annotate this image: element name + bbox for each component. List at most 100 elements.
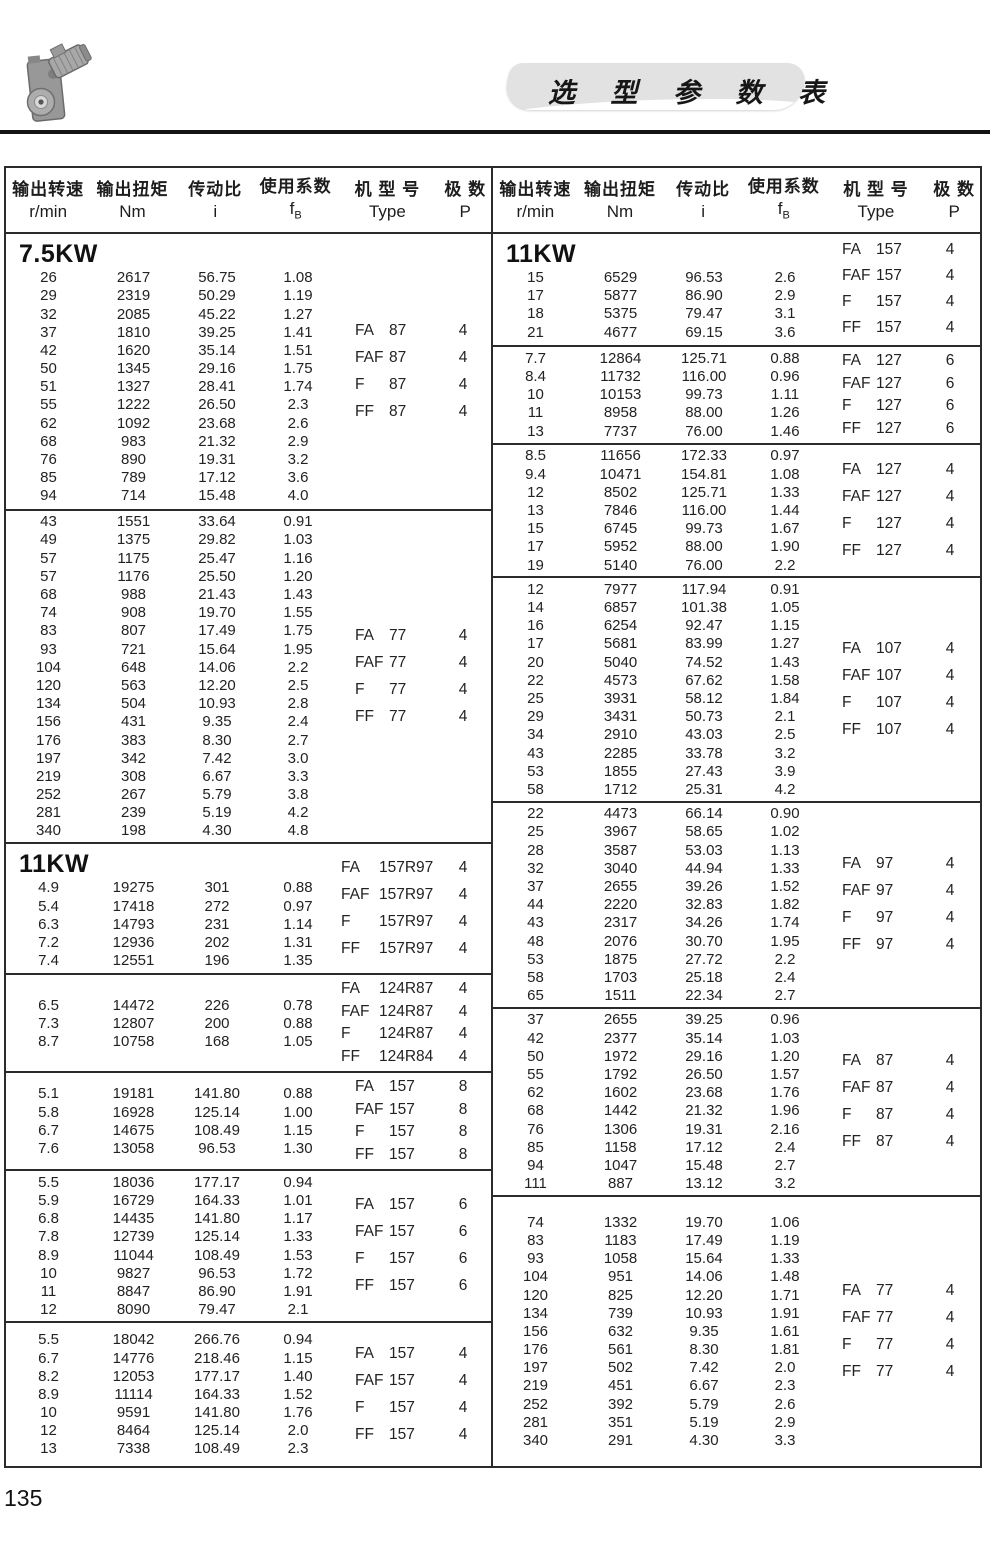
torque-value: 10471 — [599, 465, 642, 483]
ratio-value: 231 — [204, 915, 230, 933]
table-row: 281 351 5.19 2.9 — [493, 1413, 980, 1431]
factor-value: 0.90 — [770, 805, 800, 823]
torque-value: 3587 — [603, 841, 638, 859]
type-label: FAF 97 — [828, 882, 924, 900]
table-row: 58 1703 25.18 2.4 — [493, 968, 980, 986]
type-entry: FAF 77 4 — [341, 649, 487, 676]
factor-value: 1.31 — [283, 933, 313, 951]
torque-value: 5877 — [603, 287, 638, 305]
table-right-half: 输出转速 r/min 输出扭矩 Nm 传动比 i 使用系数 fB 机 型 号 — [493, 168, 980, 1466]
type-size: 157 — [389, 1371, 415, 1389]
factor-value: 3.6 — [287, 469, 309, 487]
speed-value: 5.9 — [38, 1192, 59, 1210]
type-label: FAF 87 — [341, 349, 437, 367]
factor-value: 2.3 — [774, 1377, 796, 1395]
type-prefix: FAF — [842, 882, 871, 900]
speed-value: 11 — [40, 1282, 57, 1300]
table-row: 15 6745 99.73 1.67 — [493, 520, 980, 538]
torque-value: 14435 — [112, 1210, 155, 1228]
speed-value: 94 — [527, 1156, 544, 1174]
speed-value: 7.4 — [38, 952, 59, 970]
speed-value: 252 — [522, 1395, 549, 1413]
speed-value: 7.6 — [38, 1139, 59, 1157]
factor-value: 1.76 — [770, 1084, 800, 1102]
factor-value: 0.88 — [283, 879, 313, 897]
speed-value: 7.2 — [38, 933, 59, 951]
torque-value: 14472 — [112, 996, 155, 1014]
torque-value: 807 — [120, 622, 147, 640]
torque-value: 5140 — [603, 556, 638, 574]
factor-value: 0.88 — [283, 1014, 313, 1032]
poles-value: 4 — [945, 1335, 955, 1353]
type-size: 87 — [389, 402, 407, 420]
poles-value: 4 — [945, 936, 955, 954]
speed-value: 104 — [35, 658, 62, 676]
table-row: 7.3 12807 200 0.88 — [6, 1014, 491, 1032]
type-entry: FA 87 4 — [828, 1048, 976, 1075]
factor-value: 3.9 — [774, 762, 796, 780]
type-size: 157 — [389, 1196, 415, 1214]
speed-value: 104 — [522, 1268, 549, 1286]
poles-value: 4 — [945, 293, 955, 311]
factor-value: 1.74 — [283, 378, 313, 396]
type-prefix: FA — [355, 626, 374, 644]
speed-value: 6.8 — [38, 1210, 59, 1228]
torque-value: 342 — [120, 749, 147, 767]
speed-value: 8.2 — [38, 1367, 59, 1385]
type-size: 127 — [876, 352, 902, 370]
table-row: 32 2085 45.22 1.27 — [6, 305, 491, 323]
type-group: FA 157 4 FAF 157 4 F 157 4 FF 157 4 — [341, 1326, 487, 1463]
speed-value: 7.7 — [525, 349, 546, 367]
type-group: FA 157 8 FAF 157 8 F 157 8 FF 157 8 — [341, 1076, 487, 1166]
table-row: 62 1092 23.68 2.6 — [6, 414, 491, 432]
torque-value: 7977 — [603, 580, 638, 598]
type-prefix: FA — [842, 241, 861, 259]
table-row: 340 198 4.30 4.8 — [6, 822, 491, 840]
header-speed: 输出转速 r/min — [12, 179, 85, 221]
poles-value: 4 — [458, 680, 468, 698]
factor-value: 0.88 — [283, 1085, 313, 1103]
type-label: F 157 — [828, 293, 924, 311]
torque-value: 291 — [607, 1432, 634, 1449]
factor-value: 2.1 — [287, 1301, 309, 1319]
ratio-value: 99.73 — [685, 520, 723, 538]
ratio-value: 8.30 — [202, 731, 232, 749]
type-label: F 127 — [828, 515, 924, 533]
speed-value: 42 — [40, 341, 57, 359]
torque-value: 6745 — [603, 520, 638, 538]
table-header-row: 输出转速 r/min 输出扭矩 Nm 传动比 i 使用系数 fB 机 型 号 — [493, 168, 980, 234]
speed-value: 74 — [40, 604, 57, 622]
ratio-value: 88.00 — [685, 538, 723, 556]
data-rows: 5.5 18036 177.17 0.94 5.9 16729 164.33 1.01 6.8 1… — [6, 1174, 491, 1318]
data-rows: 8.5 11656 172.33 0.97 9.4 10471 154.81 1.08 12 85… — [493, 447, 980, 574]
table-row: 12 8090 79.47 2.1 — [6, 1301, 491, 1319]
factor-value: 2.3 — [287, 1440, 309, 1458]
torque-value: 5375 — [603, 305, 638, 323]
type-prefix: FF — [355, 1145, 374, 1163]
factor-value: 2.2 — [774, 950, 796, 968]
table-row: 53 1875 27.72 2.2 — [493, 950, 980, 968]
factor-value: 3.3 — [287, 767, 309, 785]
poles-value: 4 — [945, 460, 955, 478]
type-entry: FA 157 4 — [828, 237, 976, 263]
factor-value: 2.7 — [774, 987, 796, 1005]
type-prefix: FF — [842, 541, 861, 559]
table-row: 6.5 14472 226 0.78 — [6, 996, 491, 1014]
type-entry: F 77 4 — [828, 1331, 976, 1358]
poles-value: 4 — [945, 693, 955, 711]
ratio-value: 33.78 — [685, 744, 723, 762]
motor-cylinder — [48, 43, 92, 79]
type-prefix: FF — [842, 419, 861, 437]
factor-value: 1.33 — [770, 859, 800, 877]
factor-value: 2.0 — [774, 1359, 796, 1377]
type-prefix: F — [842, 1106, 852, 1124]
type-label: FA 124R87 — [341, 980, 437, 998]
poles-value: 4 — [458, 980, 468, 998]
torque-value: 12864 — [599, 349, 642, 367]
table-header-row: 输出转速 r/min 输出扭矩 Nm 传动比 i 使用系数 fB 机 型 号 — [6, 168, 491, 234]
speed-value: 58 — [527, 780, 544, 798]
factor-value: 4.8 — [287, 822, 309, 840]
poles-value: 4 — [945, 882, 955, 900]
ratio-value: 4.30 — [202, 822, 232, 840]
ratio-value: 7.42 — [689, 1359, 719, 1377]
